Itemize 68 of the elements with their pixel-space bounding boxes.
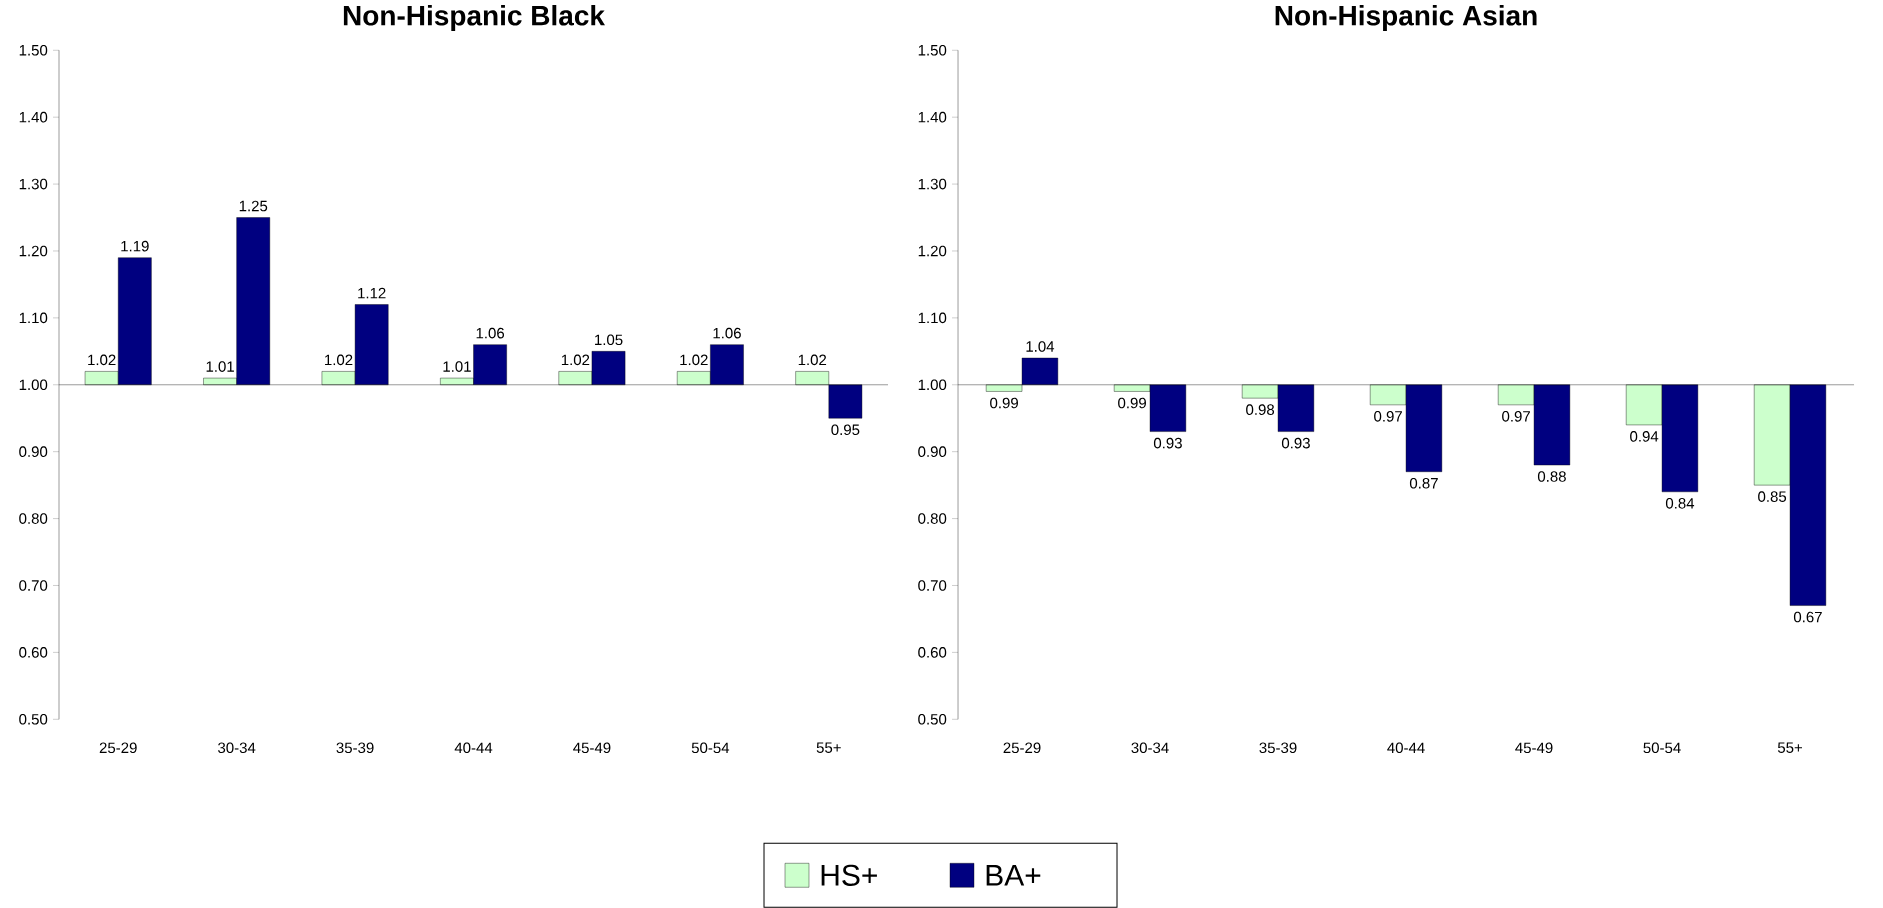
data-label: 1.02 [680,354,708,366]
data-label: 0.97 [1374,410,1402,422]
x-tick-label: 40-44 [454,742,493,753]
data-label: 1.04 [1026,341,1055,352]
y-tick-label: 0.90 [918,446,947,457]
y-tick-label: 0.70 [19,580,48,591]
y-tick-label: 1.30 [918,178,947,190]
data-label: 1.01 [443,361,471,372]
data-label: 1.02 [561,354,590,366]
data-label: 0.94 [1630,431,1659,442]
x-tick-label: 25-29 [99,742,137,753]
y-tick-label: 1.00 [918,379,947,390]
legend-label: BA+ [986,864,1041,886]
y-tick-label: 1.00 [19,379,48,390]
y-tick-label: 0.80 [918,513,947,524]
data-label: 0.93 [1281,437,1310,449]
data-label: 0.93 [1153,437,1182,449]
y-tick-label: 0.60 [19,646,48,658]
y-tick-label: 1.20 [918,245,947,257]
y-tick-label: 0.90 [19,446,48,457]
data-label: 0.84 [1665,497,1695,509]
data-label: 0.85 [1758,491,1787,502]
y-tick-label: 1.50 [918,44,947,56]
data-label: 0.95 [831,424,860,435]
chart-title: Non-Hispanic Asian [1275,4,1537,31]
y-tick-label: 0.50 [19,713,48,725]
x-tick-label: 50-54 [1643,742,1681,753]
data-label: 1.02 [325,354,353,366]
data-label: 1.02 [798,354,827,366]
data-label: 0.99 [990,397,1018,409]
x-tick-label: 40-44 [1387,742,1425,753]
data-label: 1.06 [713,327,741,339]
y-tick-label: 0.70 [918,580,947,591]
y-tick-label: 1.10 [918,312,947,324]
data-label: 1.05 [595,334,623,345]
chart-title: Non-Hispanic Black [343,4,605,31]
data-label: 0.88 [1537,471,1566,482]
y-tick-label: 1.40 [19,111,48,123]
data-label: 0.67 [1793,611,1822,623]
data-label: 1.12 [358,287,386,299]
x-tick-label: 35-39 [1259,742,1297,753]
x-tick-label: 30-34 [218,742,256,753]
y-tick-label: 1.50 [19,44,48,56]
x-tick-label: 45-49 [573,742,611,753]
data-label: 1.02 [88,354,116,366]
y-tick-label: 1.40 [918,111,947,123]
data-label: 0.97 [1502,410,1530,422]
data-label: 0.98 [1246,404,1275,415]
data-label: 1.01 [206,361,234,372]
x-tick-label: 55+ [1777,742,1803,753]
y-tick-label: 0.80 [19,513,48,524]
x-tick-label: 50-54 [691,742,730,753]
data-label: 0.87 [1409,477,1438,489]
data-label: 1.19 [121,240,149,252]
y-tick-label: 1.30 [19,178,48,190]
data-label: 1.25 [239,200,268,212]
x-tick-label: 35-39 [336,742,374,753]
x-tick-label: 45-49 [1515,742,1553,753]
data-label: 0.99 [1118,397,1146,409]
y-tick-label: 1.10 [19,312,48,324]
y-tick-label: 1.20 [19,245,48,257]
data-label: 1.06 [476,327,505,339]
y-tick-label: 0.60 [918,646,947,658]
y-tick-label: 0.50 [918,713,947,725]
x-tick-label: 30-34 [1131,742,1169,753]
x-tick-label: 55+ [816,742,841,753]
legend-label: HS+ [821,864,877,886]
x-tick-label: 25-29 [1003,742,1041,753]
